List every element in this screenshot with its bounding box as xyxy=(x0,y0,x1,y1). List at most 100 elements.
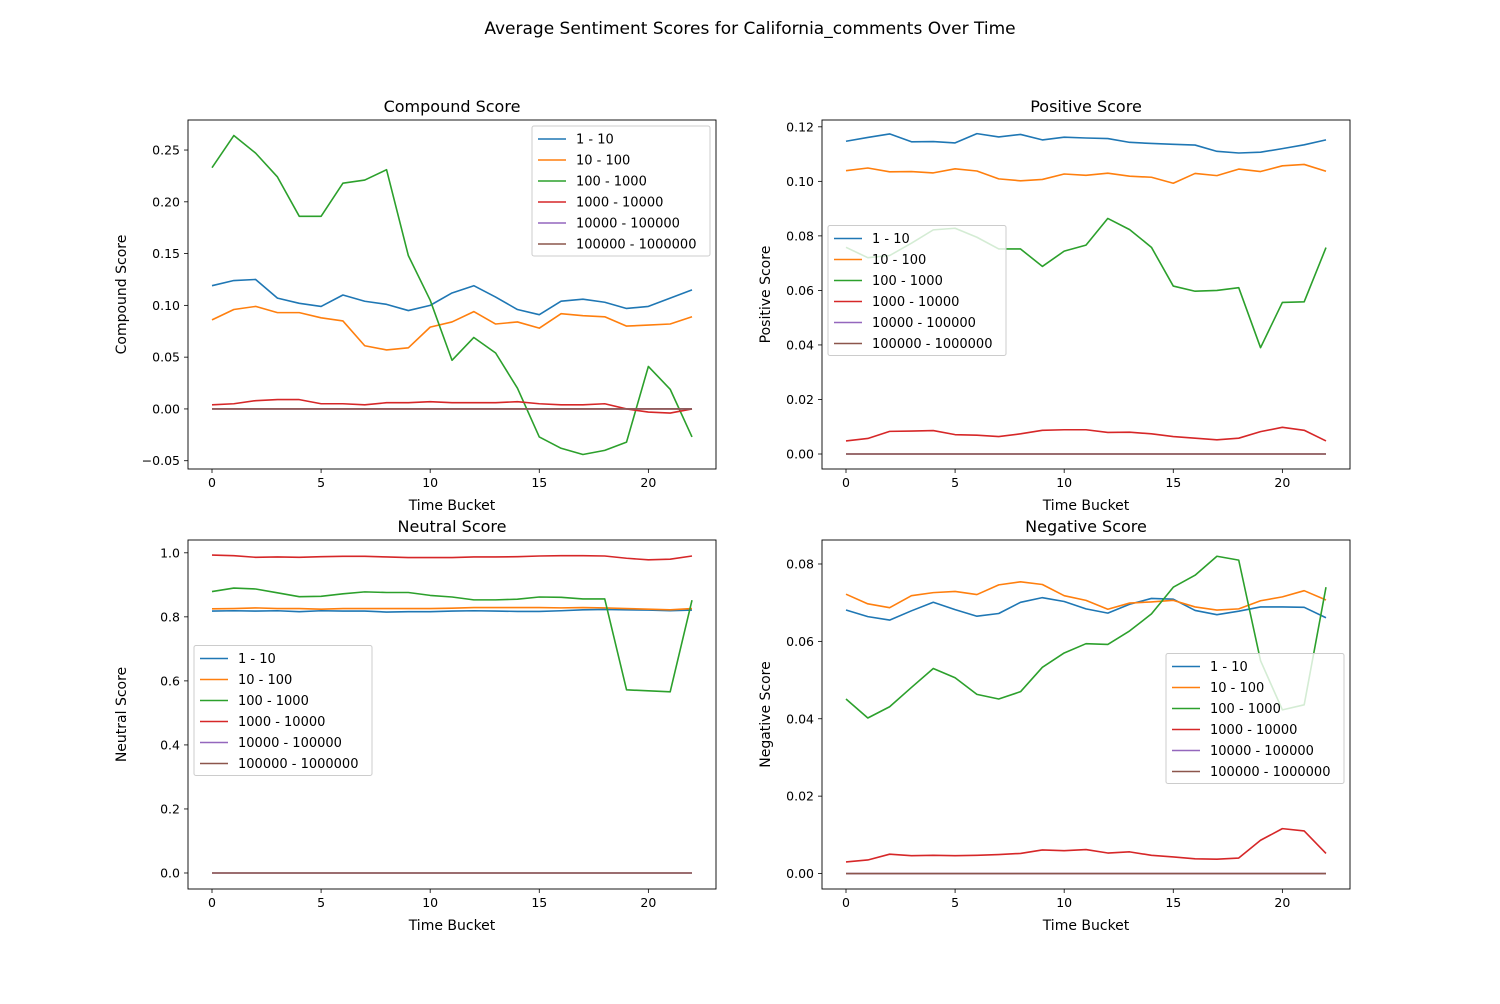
neutral-score-y-tick-label: 1.0 xyxy=(160,545,180,560)
negative-score-y-tick-label: 0.02 xyxy=(786,789,814,804)
negative-score-panel: Negative Score 0 5 10 15 20 0.00 0.02 0.04 0.06 0.… xyxy=(758,517,1351,934)
negative-score-y-tick-label: 0.08 xyxy=(786,556,814,571)
negative-score-plot-frame xyxy=(821,539,1351,890)
positive-score-x-axis-label: Time Bucket xyxy=(1042,498,1130,514)
compound-score-series-line-1-10 xyxy=(211,278,693,316)
compound-score-x-tick-label: 5 xyxy=(317,475,325,490)
negative-score-x-tick-label: 20 xyxy=(1274,895,1290,910)
positive-score-title: Positive Score xyxy=(1030,97,1142,116)
compound-score-legend-label: 100000 - 1000000 xyxy=(576,238,696,253)
compound-score-series-line-1000-10000 xyxy=(211,398,693,414)
compound-score-y-tick-label: 0.20 xyxy=(152,194,180,209)
positive-score-legend-label: 1000 - 10000 xyxy=(872,295,959,310)
positive-score-legend-label: 10000 - 100000 xyxy=(872,316,976,331)
negative-score-y-tick-label: 0.04 xyxy=(786,711,814,726)
neutral-score-legend-label: 100000 - 1000000 xyxy=(238,757,358,772)
neutral-score-x-tick-label: 0 xyxy=(208,895,216,910)
neutral-score-legend-label: 1000 - 10000 xyxy=(238,715,325,730)
compound-score-legend-label: 10000 - 100000 xyxy=(576,217,680,232)
compound-score-series-line-10-100 xyxy=(211,305,693,351)
compound-score-y-tick-label: −0.05 xyxy=(142,453,180,468)
compound-score-y-tick-label: 0.25 xyxy=(152,143,180,158)
neutral-score-legend: 1 - 10 10 - 100 100 - 1000 1000 - 10000 1000… xyxy=(193,645,373,776)
negative-score-x-tick-label: 10 xyxy=(1056,895,1072,910)
negative-score-y-tick-label: 0.00 xyxy=(786,866,814,881)
neutral-score-legend-label: 10 - 100 xyxy=(238,673,292,688)
compound-score-legend-box xyxy=(531,125,711,257)
negative-score-x-axis-label: Time Bucket xyxy=(1042,918,1130,934)
compound-score-title: Compound Score xyxy=(384,97,521,116)
negative-score-y-axis-label: Negative Score xyxy=(758,661,774,768)
positive-score-x-tick-label: 10 xyxy=(1056,475,1072,490)
negative-score-series-line-100-1000 xyxy=(845,555,1327,719)
figure-suptitle: Average Sentiment Scores for California_… xyxy=(484,19,1015,39)
positive-score-legend-label: 100000 - 1000000 xyxy=(872,337,992,352)
positive-score-plot-frame xyxy=(821,119,1351,470)
neutral-score-plot-frame xyxy=(187,539,717,890)
positive-score-x-tick-label: 0 xyxy=(842,475,850,490)
neutral-score-legend-label: 1 - 10 xyxy=(238,652,276,667)
positive-score-series-line-10-100 xyxy=(845,163,1327,185)
negative-score-x-tick-label: 0 xyxy=(842,895,850,910)
neutral-score-legend-label: 100 - 1000 xyxy=(238,694,309,709)
compound-score-legend-label: 100 - 1000 xyxy=(576,175,647,190)
neutral-score-y-tick-label: 0.8 xyxy=(160,609,180,624)
compound-score-y-axis-label: Compound Score xyxy=(114,235,130,355)
positive-score-x-tick-label: 20 xyxy=(1274,475,1290,490)
negative-score-series-line-1-10 xyxy=(845,596,1327,621)
neutral-score-series-line-1-10 xyxy=(211,608,693,613)
positive-score-legend: 1 - 10 10 - 100 100 - 1000 1000 - 10000 1000… xyxy=(827,225,1007,356)
compound-score-y-tick-label: 0.00 xyxy=(152,401,180,416)
compound-score-x-tick-label: 20 xyxy=(640,475,656,490)
compound-score-x-tick-label: 0 xyxy=(208,475,216,490)
compound-score-legend-label: 10 - 100 xyxy=(576,154,630,169)
positive-score-legend-box xyxy=(827,225,1007,356)
neutral-score-series-line-10-100 xyxy=(211,606,693,611)
compound-score-x-axis-label: Time Bucket xyxy=(408,498,496,514)
compound-score-legend: 1 - 10 10 - 100 100 - 1000 1000 - 10000 1000… xyxy=(531,125,711,257)
negative-score-legend-label: 10 - 100 xyxy=(1210,681,1264,696)
neutral-score-x-tick-label: 5 xyxy=(317,895,325,910)
neutral-score-x-axis-label: Time Bucket xyxy=(408,918,496,934)
compound-score-series-line-100-1000 xyxy=(211,134,693,456)
negative-score-legend-label: 10000 - 100000 xyxy=(1210,744,1314,759)
neutral-score-x-tick-label: 10 xyxy=(422,895,438,910)
neutral-score-y-tick-label: 0.4 xyxy=(160,737,180,752)
neutral-score-y-tick-label: 0.6 xyxy=(160,673,180,688)
positive-score-y-tick-label: 0.12 xyxy=(786,119,814,134)
neutral-score-y-axis-label: Neutral Score xyxy=(114,667,130,762)
positive-score-legend-label: 100 - 1000 xyxy=(872,274,943,289)
negative-score-legend: 1 - 10 10 - 100 100 - 1000 1000 - 10000 1000… xyxy=(1165,653,1345,784)
positive-score-y-tick-label: 0.06 xyxy=(786,283,814,298)
neutral-score-x-tick-label: 20 xyxy=(640,895,656,910)
compound-score-series-group xyxy=(211,134,693,456)
neutral-score-panel: Neutral Score 0 5 10 15 20 0.0 0.2 0.4 0.6 0.8 1.0 T… xyxy=(114,517,717,934)
negative-score-legend-label: 1 - 10 xyxy=(1210,660,1248,675)
positive-score-legend-label: 10 - 100 xyxy=(872,253,926,268)
positive-score-x-tick-label: 5 xyxy=(951,475,959,490)
positive-score-y-tick-label: 0.08 xyxy=(786,228,814,243)
positive-score-panel: Positive Score 0 5 10 15 20 0.00 0.02 0.04 0.06 0.… xyxy=(758,97,1351,514)
negative-score-series-line-1000-10000 xyxy=(845,827,1327,863)
positive-score-series-line-1-10 xyxy=(845,132,1327,154)
neutral-score-series-line-100-1000 xyxy=(211,587,693,693)
neutral-score-y-tick-label: 0.2 xyxy=(160,801,180,816)
positive-score-y-tick-label: 0.04 xyxy=(786,337,814,352)
negative-score-x-tick-label: 15 xyxy=(1165,895,1181,910)
neutral-score-title: Neutral Score xyxy=(398,517,507,536)
positive-score-y-axis-label: Positive Score xyxy=(758,246,774,344)
compound-score-y-tick-label: 0.05 xyxy=(152,350,180,365)
negative-score-y-tick-label: 0.06 xyxy=(786,634,814,649)
negative-score-legend-label: 100000 - 1000000 xyxy=(1210,765,1330,780)
neutral-score-x-tick-label: 15 xyxy=(531,895,547,910)
negative-score-series-line-10-100 xyxy=(845,580,1327,611)
compound-score-y-tick-label: 0.15 xyxy=(152,246,180,261)
compound-score-y-tick-label: 0.10 xyxy=(152,298,180,313)
neutral-score-series-line-1000-10000 xyxy=(211,554,693,561)
compound-score-plot-frame xyxy=(187,119,717,470)
negative-score-legend-label: 1000 - 10000 xyxy=(1210,723,1297,738)
compound-score-panel: Compound Score 0 5 10 15 20 −0.05 0.00 0.05 0.10 0… xyxy=(114,97,717,514)
positive-score-series-line-1000-10000 xyxy=(845,426,1327,442)
